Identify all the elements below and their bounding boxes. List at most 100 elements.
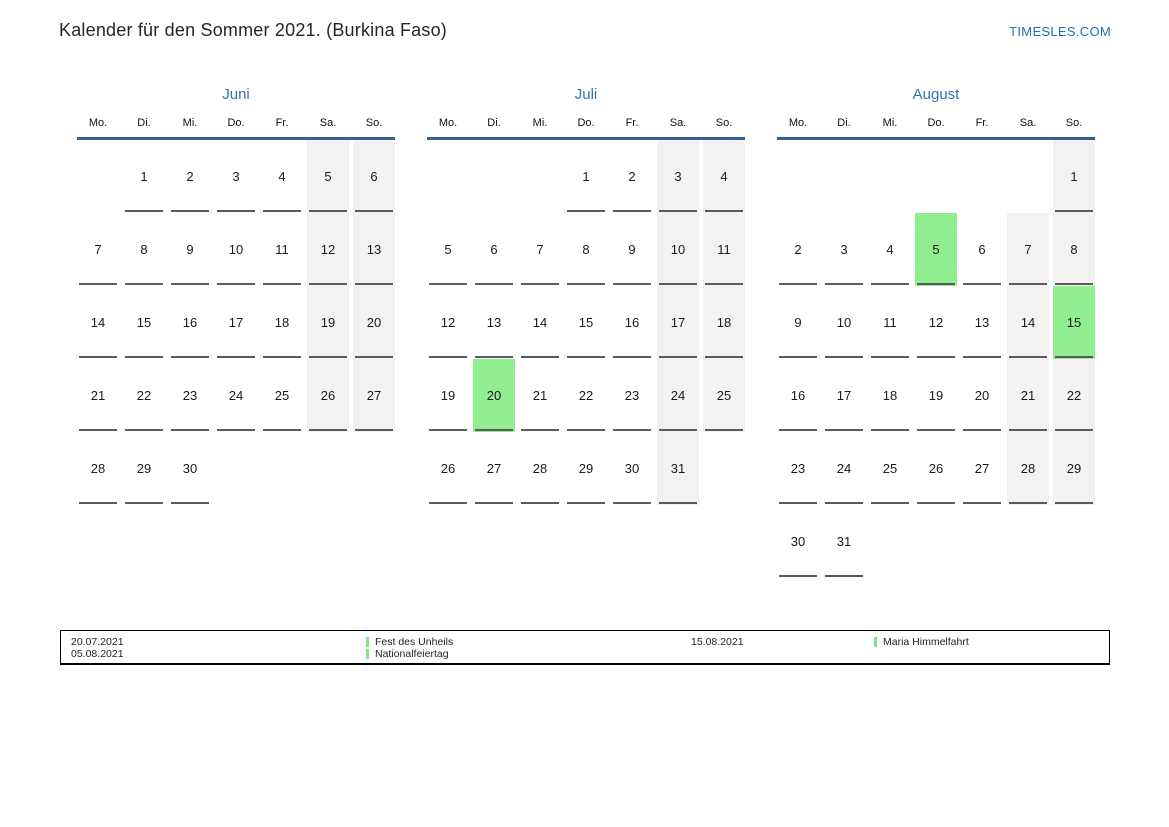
weekday-header-row: Mo. Di. Mi. Do. Fr. Sa. So.	[777, 117, 1095, 140]
day-cell: 10	[823, 286, 865, 359]
cell-underline	[917, 356, 955, 358]
day-number: 25	[274, 388, 290, 403]
empty-cell	[869, 140, 911, 213]
cell-underline	[429, 283, 467, 285]
cell-underline	[779, 575, 817, 577]
day-number: 27	[366, 388, 382, 403]
day-number: 28	[1020, 461, 1036, 476]
cell-underline	[79, 502, 117, 504]
empty-cell	[961, 505, 1003, 578]
day-cell: 15	[565, 286, 607, 359]
cell-underline	[567, 283, 605, 285]
day-cell: 16	[777, 359, 819, 432]
day-cell: 25	[869, 432, 911, 505]
day-number: 16	[182, 315, 198, 330]
weekday-header: Fr.	[975, 117, 989, 129]
day-cell: 22	[123, 359, 165, 432]
empty-cell	[77, 140, 119, 213]
cell-underline	[659, 429, 697, 431]
cell-underline	[171, 283, 209, 285]
day-cell: 25	[261, 359, 303, 432]
cell-underline	[521, 429, 559, 431]
legend-date: 15.08.2021	[691, 636, 744, 648]
cell-underline	[171, 210, 209, 212]
cell-underline	[171, 356, 209, 358]
day-number: 14	[532, 315, 548, 330]
day-number: 2	[186, 169, 194, 184]
cell-underline	[521, 356, 559, 358]
day-number: 26	[928, 461, 944, 476]
day-cell: 19	[427, 359, 469, 432]
cell-underline	[79, 356, 117, 358]
day-number: 13	[974, 315, 990, 330]
legend-dates-group-2: 15.08.2021	[691, 636, 744, 648]
cell-underline	[659, 210, 697, 212]
day-number: 2	[794, 242, 802, 257]
day-number: 10	[228, 242, 244, 257]
day-number: 10	[836, 315, 852, 330]
holiday-marker-icon	[366, 649, 369, 659]
day-number: 20	[366, 315, 382, 330]
day-number: 23	[790, 461, 806, 476]
day-cell: 1	[1053, 140, 1095, 213]
cell-underline	[613, 356, 651, 358]
day-number: 26	[320, 388, 336, 403]
day-cell: 24	[823, 432, 865, 505]
day-cell: 5	[915, 213, 957, 286]
day-cell: 1	[123, 140, 165, 213]
day-number: 3	[232, 169, 240, 184]
day-number: 25	[882, 461, 898, 476]
site-link[interactable]: TIMESLES.COM	[1009, 24, 1111, 39]
day-cell: 20	[961, 359, 1003, 432]
day-number: 13	[366, 242, 382, 257]
holiday-marker-icon	[366, 637, 369, 647]
day-number: 13	[486, 315, 502, 330]
empty-cell	[823, 140, 865, 213]
weekday-header: Mo.	[788, 117, 808, 129]
cell-underline	[705, 429, 743, 431]
day-cell: 17	[215, 286, 257, 359]
day-cell: 10	[215, 213, 257, 286]
day-cell: 3	[215, 140, 257, 213]
day-cell: 2	[777, 213, 819, 286]
day-number: 15	[578, 315, 594, 330]
day-cell: 15	[1053, 286, 1095, 359]
day-number: 14	[90, 315, 106, 330]
day-cell: 24	[215, 359, 257, 432]
day-cell: 4	[261, 140, 303, 213]
weekday-header: So.	[365, 117, 383, 129]
day-number: 9	[628, 242, 636, 257]
day-cell: 26	[307, 359, 349, 432]
day-number: 24	[670, 388, 686, 403]
day-cell: 30	[169, 432, 211, 505]
day-cell: 12	[427, 286, 469, 359]
cell-underline	[429, 429, 467, 431]
cell-underline	[779, 429, 817, 431]
legend-holiday-label: Fest des Unheils	[375, 636, 454, 648]
cell-underline	[705, 356, 743, 358]
legend-holiday: Maria Himmelfahrt	[874, 636, 969, 648]
day-cell: 9	[169, 213, 211, 286]
day-number: 19	[440, 388, 456, 403]
day-number: 8	[140, 242, 148, 257]
day-number: 26	[440, 461, 456, 476]
day-cell: 24	[657, 359, 699, 432]
cell-underline	[355, 283, 393, 285]
empty-cell	[215, 432, 257, 505]
day-number: 19	[320, 315, 336, 330]
legend-dates-group-1: 20.07.2021 05.08.2021	[71, 636, 124, 660]
cell-underline	[355, 210, 393, 212]
day-number: 8	[1070, 242, 1078, 257]
cell-underline	[1009, 283, 1047, 285]
cell-underline	[171, 502, 209, 504]
empty-cell	[703, 432, 745, 505]
day-cell: 29	[123, 432, 165, 505]
day-cell: 19	[307, 286, 349, 359]
day-cell: 27	[353, 359, 395, 432]
page-title: Kalender für den Sommer 2021. (Burkina F…	[59, 20, 447, 40]
legend-date: 05.08.2021	[71, 648, 124, 660]
day-number: 30	[624, 461, 640, 476]
day-number: 18	[716, 315, 732, 330]
month-title: Juli	[574, 86, 598, 103]
cell-underline	[705, 283, 743, 285]
